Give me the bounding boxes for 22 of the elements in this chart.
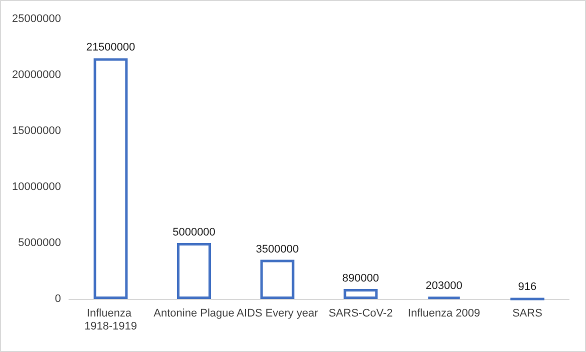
x-tick-label: AIDS Every year: [236, 308, 318, 320]
y-tick-label: 25000000: [12, 13, 61, 25]
data-label: 916: [518, 281, 537, 294]
data-label: 3500000: [256, 243, 299, 256]
y-tick-label: 15000000: [12, 125, 61, 137]
data-label: 5000000: [172, 226, 216, 238]
bar: [94, 58, 128, 299]
x-tick-label: SARS: [512, 308, 542, 320]
data-label: 21500000: [86, 42, 136, 54]
bar: [177, 243, 211, 299]
x-tick-label: SARS-CoV-2: [328, 308, 393, 320]
y-tick-label: 5000000: [18, 237, 61, 249]
bar: [344, 289, 378, 299]
bar: [260, 260, 294, 299]
x-tick-label: Antonine Plague: [154, 308, 234, 320]
x-tick-label: Influenza 1918-1919: [84, 308, 137, 332]
y-tick-label: 20000000: [12, 69, 61, 81]
x-tick-label: Influenza 2009: [408, 308, 480, 320]
data-label: 890000: [342, 272, 380, 285]
data-label: 203000: [426, 280, 462, 292]
y-tick-label: 10000000: [12, 181, 61, 193]
y-tick-label: 0: [54, 293, 61, 305]
